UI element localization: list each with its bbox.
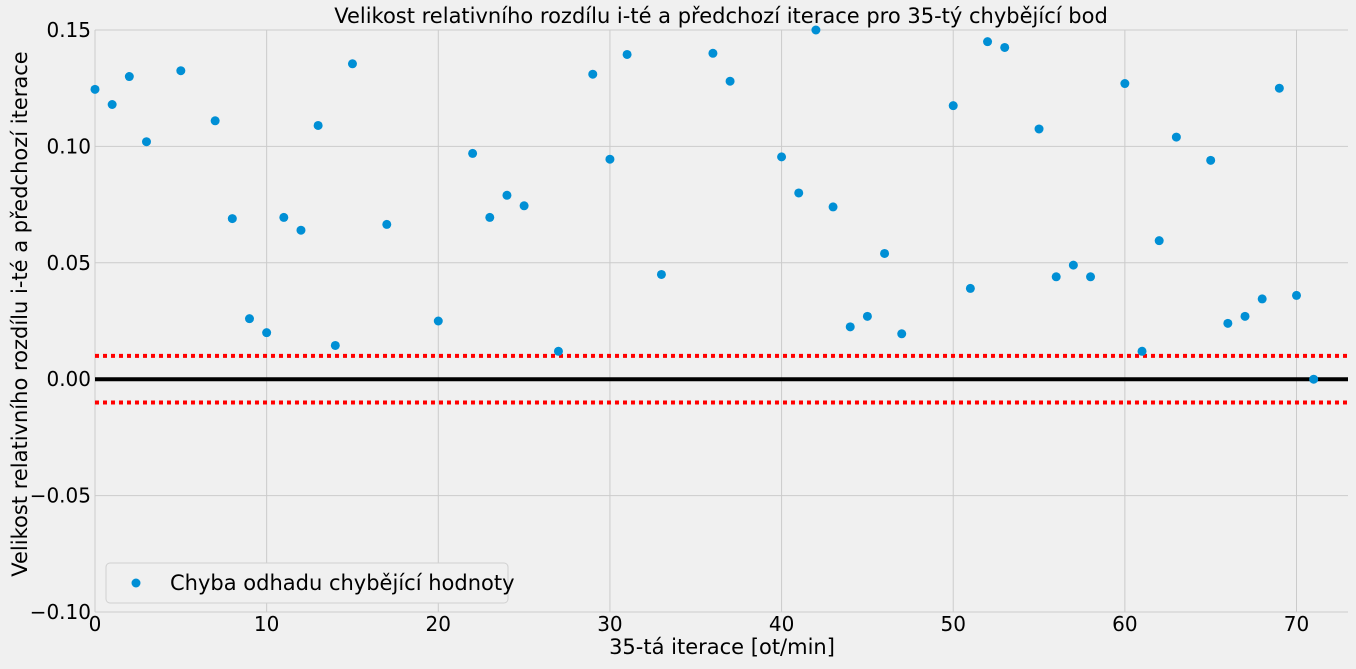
data-point xyxy=(347,59,357,69)
data-point xyxy=(1223,318,1233,328)
data-point xyxy=(605,154,615,164)
x-tick-label: 40 xyxy=(769,612,794,636)
y-tick-label: −0.05 xyxy=(30,484,91,508)
data-point xyxy=(845,322,855,332)
data-point xyxy=(279,212,289,222)
x-tick-label: 70 xyxy=(1284,612,1309,636)
data-point xyxy=(794,188,804,198)
data-point xyxy=(210,116,220,126)
legend-marker xyxy=(131,578,141,588)
data-point xyxy=(880,248,890,258)
data-point xyxy=(777,152,787,162)
y-tick-label: −0.10 xyxy=(30,600,91,624)
data-point xyxy=(811,25,821,35)
data-point xyxy=(330,340,340,350)
y-tick-labels: −0.10 −0.05 0.00 0.05 0.10 0.15 xyxy=(30,18,91,624)
data-point xyxy=(124,72,134,82)
data-point xyxy=(1309,374,1319,384)
data-point xyxy=(708,48,718,58)
data-point xyxy=(948,101,958,111)
data-point xyxy=(588,69,598,79)
data-point xyxy=(244,314,254,324)
data-point xyxy=(1120,79,1130,89)
legend-box xyxy=(105,562,509,604)
data-point xyxy=(1137,346,1147,356)
y-tick-label: 0.00 xyxy=(46,367,91,391)
y-tick-label: 0.05 xyxy=(46,251,91,275)
legend-label: Chyba odhadu chybějící hodnoty xyxy=(170,571,515,595)
data-point xyxy=(1068,260,1078,270)
data-point xyxy=(468,148,478,158)
x-tick-label: 10 xyxy=(254,612,279,636)
data-point xyxy=(296,225,306,235)
legend: Chyba odhadu chybějící hodnoty xyxy=(105,562,515,604)
chart-title: Velikost relativního rozdílu i-té a před… xyxy=(334,4,1108,28)
x-tick-label: 20 xyxy=(426,612,451,636)
y-tick-label: 0.15 xyxy=(46,18,91,42)
data-points xyxy=(90,25,1319,384)
data-point xyxy=(433,316,443,326)
x-tick-label: 50 xyxy=(940,612,965,636)
x-tick-label: 30 xyxy=(597,612,622,636)
data-point xyxy=(1034,124,1044,134)
data-point xyxy=(90,84,100,94)
data-point xyxy=(519,201,529,211)
data-point xyxy=(983,37,993,47)
data-point xyxy=(897,329,907,339)
y-tick-label: 0.10 xyxy=(46,134,91,158)
data-point xyxy=(725,76,735,86)
data-point xyxy=(656,269,666,279)
data-point xyxy=(1274,83,1284,93)
data-point xyxy=(141,137,151,147)
data-point xyxy=(553,346,563,356)
data-point xyxy=(176,66,186,76)
reference-lines xyxy=(95,353,1348,405)
x-tick-labels: 0 10 20 30 40 50 60 70 xyxy=(89,612,1310,636)
data-point xyxy=(1051,272,1061,282)
data-point xyxy=(1257,294,1267,304)
data-point xyxy=(1000,42,1010,52)
x-axis-label: 35-tá iterace [ot/min] xyxy=(609,635,835,659)
data-point xyxy=(485,212,495,222)
x-tick-label: 0 xyxy=(89,612,102,636)
data-point xyxy=(1292,290,1302,300)
data-point xyxy=(1206,155,1216,165)
data-point xyxy=(828,202,838,212)
data-point xyxy=(622,49,632,59)
data-point xyxy=(862,311,872,321)
x-tick-label: 60 xyxy=(1112,612,1137,636)
data-point xyxy=(227,214,237,224)
data-point xyxy=(262,328,272,338)
data-point xyxy=(502,190,512,200)
data-point xyxy=(382,219,392,229)
data-point xyxy=(1154,236,1164,246)
data-point xyxy=(1171,132,1181,142)
data-point xyxy=(1086,272,1096,282)
data-point xyxy=(313,120,323,130)
data-point xyxy=(1240,311,1250,321)
data-point xyxy=(965,283,975,293)
y-axis-label: Velikost relativního rozdílu i-té a před… xyxy=(8,51,32,576)
data-point xyxy=(107,99,117,109)
